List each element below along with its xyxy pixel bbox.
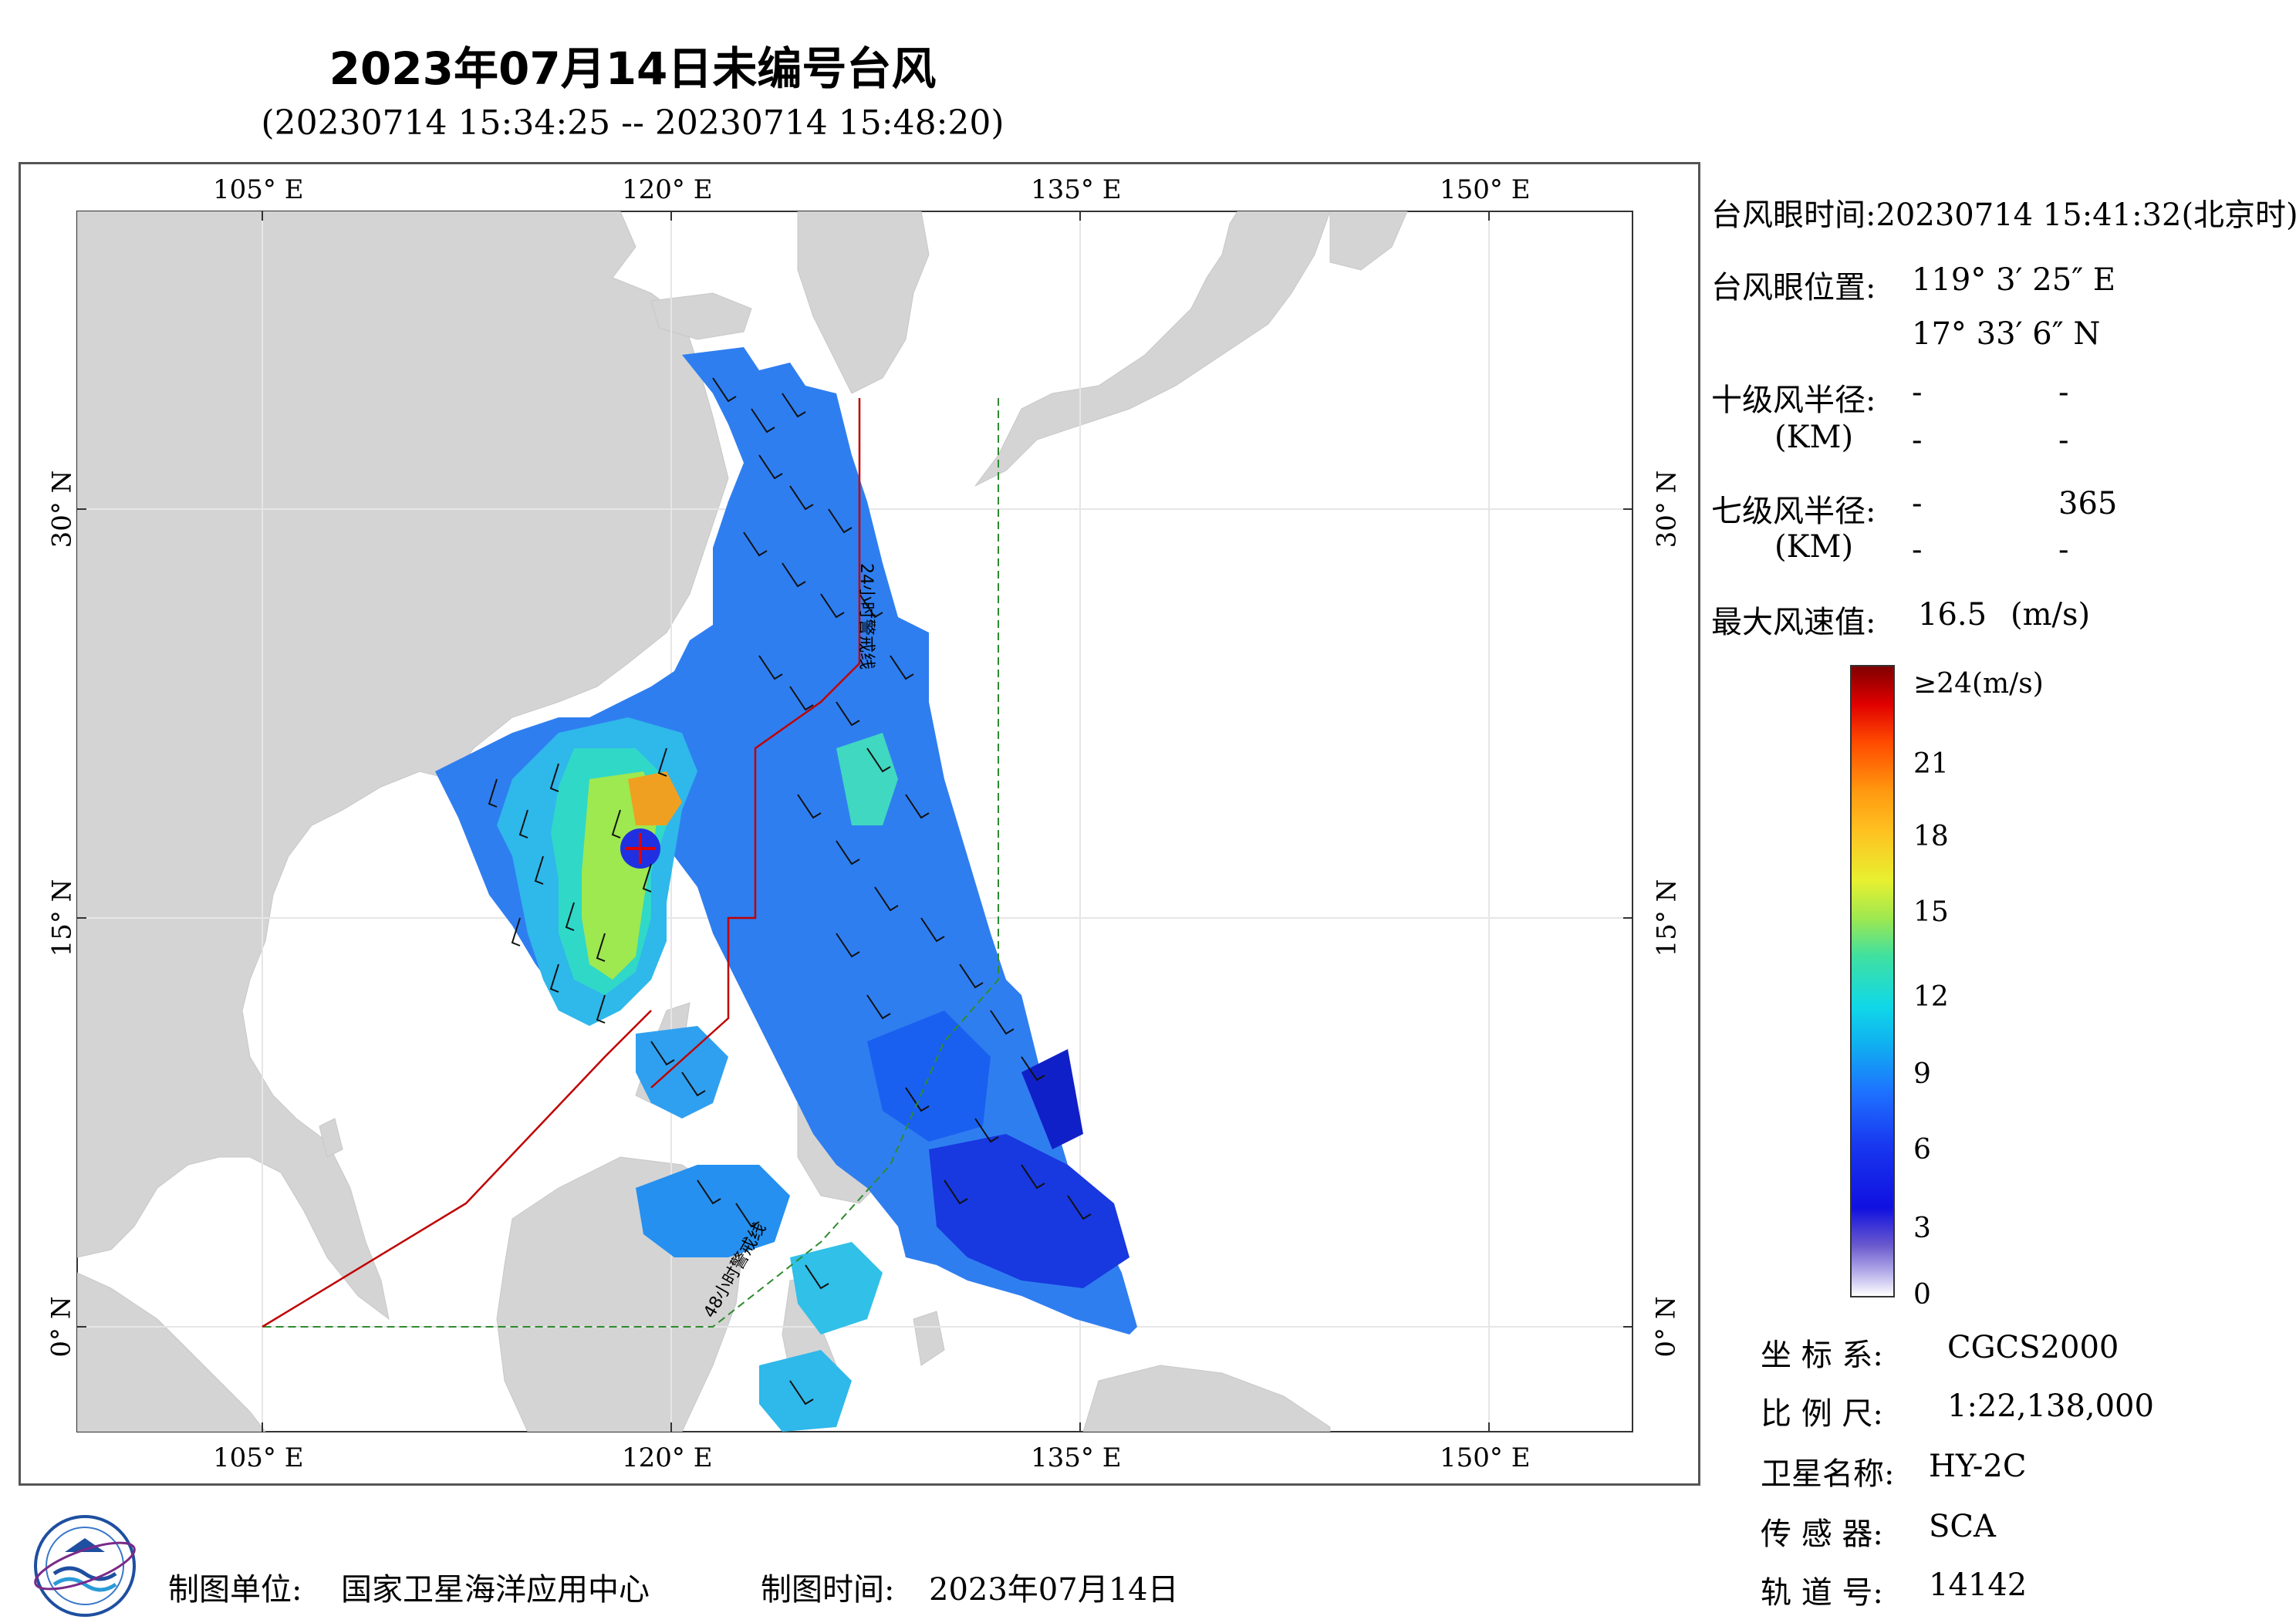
eye-position-label: 台风眼位置: [1711, 270, 1876, 305]
colorbar-tick-24: ≥24(m/s) [1913, 668, 2044, 700]
max-wind-label: 最大风速值: [1711, 605, 1876, 640]
r7-label: 七级风半径: [1711, 494, 1876, 529]
eye-time-value: 20230714 15:41:32(北京时) [1876, 197, 2296, 233]
lat-label-right-0: 0° N [1650, 1296, 1682, 1358]
producer-value: 国家卫星海洋应用中心 [341, 1572, 650, 1608]
scale-label: 比 例 尺: [1761, 1396, 1883, 1432]
eye-time-label: 台风眼时间: [1711, 197, 1876, 233]
eye-lat-value: 17° 33′ 6″ N [1912, 316, 2101, 352]
colorbar-tick-3: 3 [1913, 1213, 1931, 1244]
wind-field-map[interactable]: 24小时警戒线 48小时警戒线 [19, 162, 1700, 1486]
colorbar [1850, 665, 1895, 1297]
orbit-value: 14142 [1929, 1567, 2028, 1603]
coord-value: CGCS2000 [1947, 1330, 2119, 1365]
lat-label-left-15: 15° N [46, 879, 78, 957]
map-subtitle: (20230714 15:34:25 -- 20230714 15:48:20) [261, 103, 1004, 143]
r7-value-4: - [2058, 532, 2069, 568]
colorbar-tick-9: 9 [1913, 1058, 1931, 1090]
warning-label-24h: 24小时警戒线 [856, 563, 876, 670]
r10-value-4: - [2058, 423, 2069, 458]
wind-swath [435, 347, 1137, 1432]
r7-unit: (KM) [1774, 529, 1854, 565]
max-wind-value: 16.5 [1918, 597, 1987, 633]
producer-label: 制图单位: [168, 1572, 302, 1608]
wind-barbs [488, 377, 1092, 1405]
colorbar-tick-15: 15 [1913, 896, 1949, 928]
eye-lon-value: 119° 3′ 25″ E [1912, 262, 2116, 298]
colorbar-tick-21: 21 [1913, 748, 1949, 780]
r10-value-3: - [1912, 423, 1923, 458]
lon-label-bottom-150: 150° E [1440, 1442, 1531, 1473]
r10-label: 十级风半径: [1711, 383, 1876, 418]
sensor-label: 传 感 器: [1761, 1517, 1883, 1552]
orbit-label: 轨 道 号: [1761, 1575, 1883, 1611]
colorbar-tick-6: 6 [1913, 1134, 1931, 1166]
tick-marks [77, 211, 1633, 1432]
made-time-label: 制图时间: [761, 1572, 895, 1608]
warning-line-24h [650, 398, 861, 1088]
r7-value-2: 365 [2058, 486, 2118, 521]
lat-label-left-30: 30° N [46, 470, 78, 548]
lat-label-right-30: 30° N [1651, 470, 1683, 548]
satellite-value: HY-2C [1929, 1449, 2027, 1484]
typhoon-eye-marker [625, 833, 656, 864]
lon-label-top-120: 120° E [622, 174, 713, 205]
lon-label-top-135: 135° E [1031, 174, 1122, 205]
colorbar-tick-0: 0 [1913, 1279, 1931, 1311]
lon-label-top-105: 105° E [213, 174, 304, 205]
warning-line-west [262, 1010, 652, 1328]
colorbar-tick-18: 18 [1913, 821, 1949, 852]
satellite-label: 卫星名称: [1761, 1456, 1895, 1492]
lon-label-top-150: 150° E [1440, 174, 1531, 205]
max-wind-unit: (m/s) [2011, 597, 2091, 633]
eye-time-row: 台风眼时间:20230714 15:41:32(北京时) [1711, 190, 2296, 235]
r7-value-3: - [1912, 532, 1923, 568]
warning-line-48h [262, 398, 999, 1328]
r10-value-1: - [1912, 375, 1923, 410]
lat-label-left-0: 0° N [46, 1296, 77, 1358]
map-title: 2023年07月14日未编号台风 [329, 42, 937, 95]
r10-value-2: - [2058, 375, 2069, 410]
r10-unit: (KM) [1774, 420, 1854, 455]
made-time-value: 2023年07月14日 [929, 1572, 1179, 1608]
sensor-value: SCA [1929, 1509, 1996, 1544]
lat-label-right-15: 15° N [1651, 879, 1683, 957]
r7-value-1: - [1912, 486, 1923, 521]
colorbar-tick-12: 12 [1913, 981, 1949, 1013]
lon-label-bottom-105: 105° E [213, 1442, 304, 1473]
nsoas-logo [34, 1515, 136, 1617]
lon-label-bottom-120: 120° E [622, 1442, 713, 1473]
lon-label-bottom-135: 135° E [1031, 1442, 1122, 1473]
scale-value: 1:22,138,000 [1947, 1388, 2154, 1424]
coord-label: 坐 标 系: [1761, 1338, 1883, 1373]
